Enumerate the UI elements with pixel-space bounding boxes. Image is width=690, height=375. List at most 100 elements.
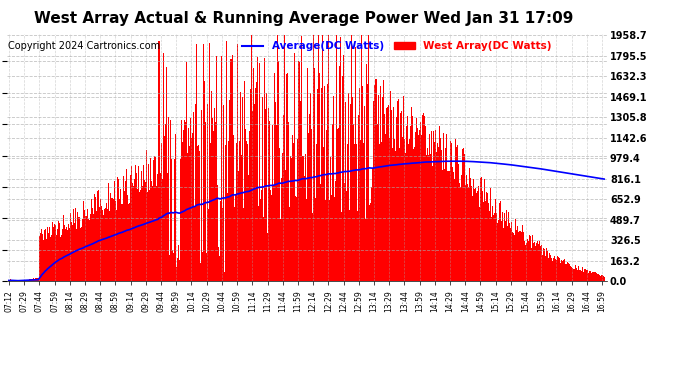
Bar (459, 183, 460, 281)
Bar (114, 182, 115, 281)
Bar (353, 124, 354, 281)
Bar (518, 232, 520, 281)
Bar (63, 215, 64, 281)
Bar (213, 130, 215, 281)
Bar (153, 160, 155, 281)
Bar (83, 201, 84, 281)
Bar (181, 120, 182, 281)
Bar (375, 79, 377, 281)
Bar (432, 166, 433, 281)
Bar (455, 147, 457, 281)
Bar (480, 178, 481, 281)
Bar (19, 280, 21, 281)
Bar (573, 268, 574, 281)
Bar (438, 147, 440, 281)
Bar (560, 264, 561, 281)
Bar (201, 110, 202, 281)
Bar (166, 173, 168, 281)
Bar (349, 210, 350, 281)
Bar (394, 139, 395, 281)
Bar (75, 208, 77, 281)
Bar (123, 176, 124, 281)
Bar (489, 211, 490, 281)
Bar (327, 84, 328, 281)
Bar (410, 126, 411, 281)
Bar (462, 149, 463, 281)
Bar (535, 243, 537, 281)
Bar (540, 246, 541, 281)
Bar (233, 207, 235, 281)
Bar (104, 209, 105, 281)
Bar (329, 200, 330, 281)
Bar (583, 272, 584, 281)
Bar (337, 129, 338, 281)
Bar (386, 107, 388, 281)
Bar (272, 125, 273, 281)
Bar (490, 188, 491, 281)
Bar (500, 201, 501, 281)
Bar (546, 248, 547, 281)
Bar (491, 217, 492, 281)
Bar (563, 260, 564, 281)
Bar (545, 256, 546, 281)
Bar (131, 166, 132, 281)
Bar (319, 184, 321, 281)
Bar (591, 273, 593, 281)
Bar (448, 171, 449, 281)
Bar (492, 206, 493, 281)
Bar (264, 57, 265, 281)
Bar (31, 279, 32, 281)
Bar (121, 204, 122, 281)
Bar (351, 35, 352, 281)
Bar (420, 122, 421, 281)
Bar (341, 212, 342, 281)
Bar (278, 61, 279, 281)
Bar (382, 80, 384, 281)
Bar (460, 187, 461, 281)
Bar (217, 184, 218, 281)
Bar (497, 222, 498, 281)
Bar (505, 221, 506, 281)
Bar (598, 274, 599, 281)
Bar (117, 177, 118, 281)
Bar (99, 199, 101, 281)
Bar (406, 126, 407, 281)
Bar (69, 228, 70, 281)
Bar (282, 153, 283, 281)
Bar (45, 229, 46, 281)
Bar (589, 271, 591, 281)
Bar (220, 201, 221, 281)
Bar (12, 280, 14, 281)
Bar (566, 264, 567, 281)
Bar (204, 81, 205, 281)
Bar (526, 239, 528, 281)
Bar (369, 205, 371, 281)
Bar (44, 230, 45, 281)
Bar (200, 262, 201, 281)
Bar (248, 130, 250, 281)
Bar (139, 192, 140, 281)
Bar (157, 174, 159, 281)
Bar (446, 134, 448, 281)
Bar (366, 64, 367, 281)
Bar (479, 207, 480, 281)
Bar (533, 243, 535, 281)
Bar (568, 263, 569, 281)
Bar (56, 235, 57, 281)
Bar (210, 143, 211, 281)
Bar (178, 245, 179, 281)
Bar (333, 96, 334, 281)
Bar (400, 113, 401, 281)
Bar (380, 86, 381, 281)
Bar (21, 280, 23, 281)
Bar (424, 116, 425, 281)
Bar (98, 190, 99, 281)
Bar (268, 108, 269, 281)
Bar (112, 198, 113, 281)
Bar (198, 145, 199, 281)
Bar (52, 222, 53, 281)
Bar (464, 154, 465, 281)
Bar (184, 120, 185, 281)
Bar (108, 183, 109, 281)
Bar (141, 171, 142, 281)
